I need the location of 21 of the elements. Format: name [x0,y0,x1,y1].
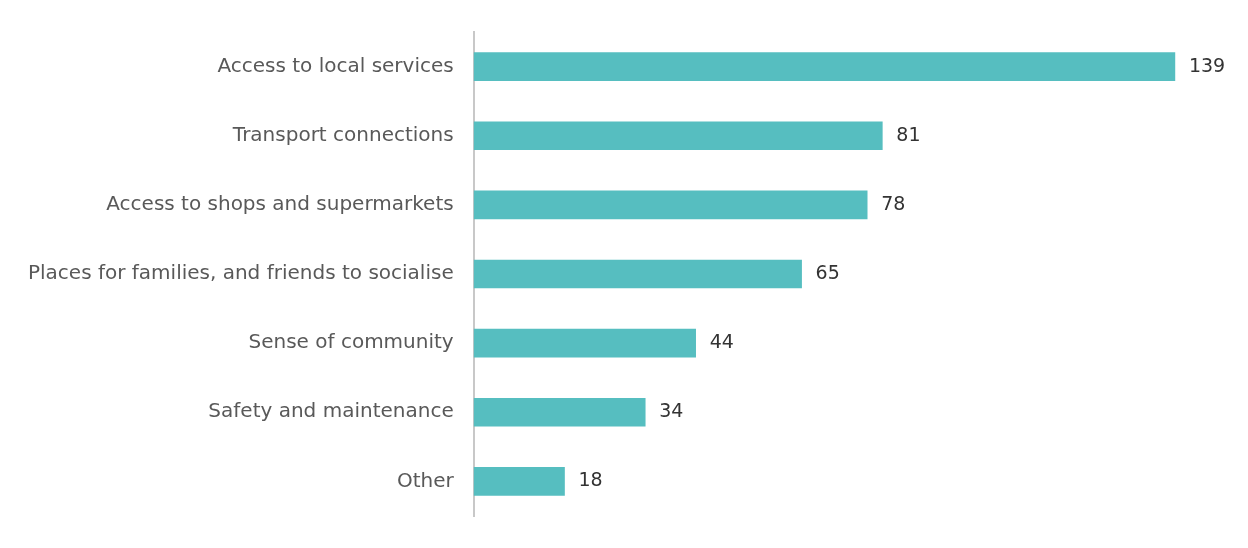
y-tick-label: Sense of community [248,329,454,354]
data-label: 44 [709,330,734,353]
bar [473,121,883,151]
data-label: 139 [1188,53,1226,76]
y-tick-label: Access to local services [217,52,454,77]
data-label: 65 [815,260,840,283]
y-tick-label: Other [396,467,455,492]
bar [473,190,868,220]
bar [473,259,802,289]
y-tick-label: Safety and maintenance [208,398,454,423]
bar [473,397,646,427]
y-tick-label: Access to shops and supermarkets [106,191,454,216]
data-label: 34 [659,399,684,422]
y-tick-label: Places for families, and friends to socialise [27,260,454,285]
bar [473,328,696,358]
data-label: 81 [896,122,921,145]
data-label: 78 [881,191,906,214]
bar [473,467,565,496]
data-label: 18 [578,468,603,491]
bar [473,52,1176,81]
y-tick-label: Transport connections [231,121,454,146]
